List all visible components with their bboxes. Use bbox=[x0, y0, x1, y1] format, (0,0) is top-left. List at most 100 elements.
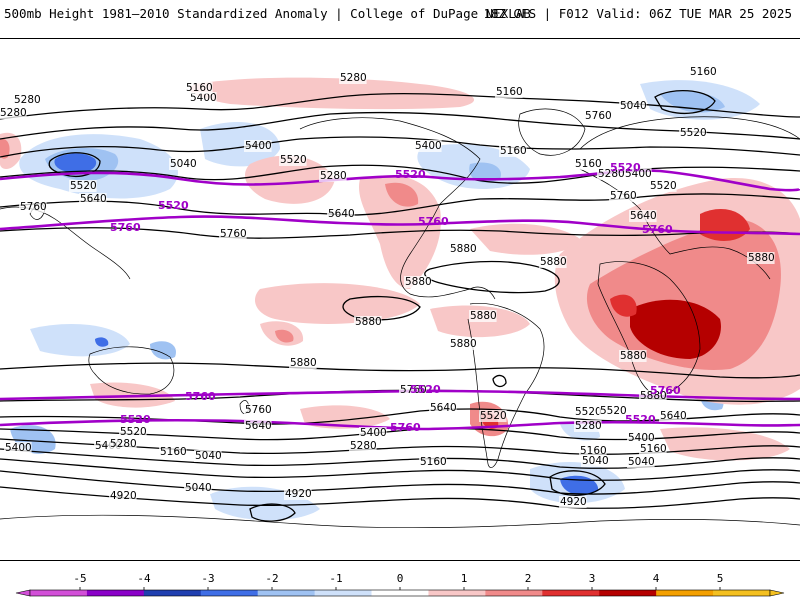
purple-contour-label: 5760 bbox=[390, 421, 421, 434]
contour-label-background bbox=[469, 310, 497, 322]
colorbar-tick-label: 1 bbox=[461, 572, 468, 585]
purple-contour-label: 5520 bbox=[625, 413, 656, 426]
contour-5880-tropics-a bbox=[424, 260, 560, 294]
contour-label: 4920 bbox=[110, 490, 137, 502]
contour-label-background bbox=[574, 406, 602, 418]
contour-label: 5880 bbox=[290, 357, 317, 369]
colorbar-segment bbox=[143, 590, 202, 596]
contour-label-background bbox=[449, 338, 477, 350]
contour-closed-low-pacific bbox=[48, 152, 101, 177]
colorbar-segment bbox=[30, 590, 88, 596]
contour-label-background bbox=[479, 410, 507, 422]
contour-label: 5400 bbox=[628, 432, 655, 444]
contour-label-background bbox=[599, 405, 627, 417]
header: 500mb Height 1981–2010 Standardized Anom… bbox=[0, 0, 800, 28]
colorbar-segment bbox=[200, 590, 259, 596]
contour-label-background bbox=[284, 488, 312, 500]
pos-anomaly-arabia-core bbox=[610, 294, 637, 317]
colorbar-segment bbox=[371, 590, 429, 596]
pos-anomaly-central-pacific bbox=[255, 283, 420, 324]
purple-5520-north bbox=[0, 169, 800, 192]
contour-label: 5640 bbox=[80, 193, 107, 205]
contour-5400-north bbox=[0, 136, 800, 158]
contour-label: 5640 bbox=[660, 410, 687, 422]
contour-label-background bbox=[495, 86, 523, 98]
pos-anomaly-atlantic bbox=[470, 223, 580, 255]
coastline-asia-east bbox=[0, 206, 131, 280]
map-title: 500mb Height 1981–2010 Standardized Anom… bbox=[4, 6, 531, 21]
contour-label-background bbox=[629, 210, 657, 222]
contour-label: 4920 bbox=[285, 488, 312, 500]
contour-4920-south bbox=[0, 486, 800, 509]
contour-label: 5160 bbox=[690, 66, 717, 78]
contour-label-background bbox=[539, 256, 567, 268]
colorbar-tick-label: 0 bbox=[397, 572, 404, 585]
contour-label: 5520 bbox=[600, 405, 627, 417]
contour-label: 5280 bbox=[575, 420, 602, 432]
contour-label: 5160 bbox=[640, 443, 667, 455]
contour-label: 5280 bbox=[350, 440, 377, 452]
contour-label: 5640 bbox=[245, 420, 272, 432]
contour-label: 5280 bbox=[598, 168, 625, 180]
contour-label-background bbox=[581, 455, 609, 467]
contour-label: 4920 bbox=[560, 496, 587, 508]
contour-label-background bbox=[404, 276, 432, 288]
contour-label-background bbox=[244, 140, 272, 152]
colorbar-tick-label: 3 bbox=[589, 572, 596, 585]
colorbar-segment bbox=[713, 590, 771, 596]
neg-anomaly-north-pacific-deep bbox=[54, 153, 97, 174]
contour-closed-low-south-america bbox=[492, 374, 507, 388]
contour-label: 5520 bbox=[480, 410, 507, 422]
contour-5160-south bbox=[0, 458, 800, 481]
contour-label-background bbox=[679, 127, 707, 139]
contour-label: 5280 bbox=[110, 438, 137, 450]
contour-label: 5640 bbox=[328, 208, 355, 220]
contour-label-background bbox=[619, 350, 647, 362]
colorbar-segment bbox=[485, 590, 543, 596]
contour-label-background bbox=[279, 154, 307, 166]
contour-label-background bbox=[327, 208, 355, 220]
pos-anomaly-arctic bbox=[189, 77, 475, 110]
purple-contour-label: 5760 bbox=[642, 223, 673, 236]
contour-label: 5400 bbox=[5, 442, 32, 454]
coastline-south-america bbox=[467, 303, 545, 468]
purple-contour-label: 5760 bbox=[185, 390, 216, 403]
coastline-australia bbox=[88, 346, 175, 395]
contour-label-background bbox=[627, 456, 655, 468]
neg-anomaly-indian-core bbox=[95, 337, 109, 347]
anomaly-map[interactable]: 5160 5280 5400 5160 5040 5280 5520 5400 5280 5520… bbox=[0, 38, 800, 561]
contour-label: 5760 bbox=[20, 201, 47, 213]
contour-label-background bbox=[659, 410, 687, 422]
contour-label: 5520 bbox=[680, 127, 707, 139]
emphasis-contours bbox=[0, 169, 800, 431]
contour-5040-south bbox=[0, 470, 800, 495]
coastline-antarctica bbox=[0, 514, 800, 529]
colorbar-segment bbox=[314, 590, 373, 596]
contour-5880-tropics-b bbox=[342, 295, 421, 321]
contour-label: 5880 bbox=[450, 243, 477, 255]
contour-label: 5880 bbox=[405, 276, 432, 288]
pos-anomaly-africa-core bbox=[630, 299, 721, 359]
contour-label-background bbox=[159, 446, 187, 458]
contour-label-background bbox=[244, 404, 272, 416]
contour-label: 5520 bbox=[120, 426, 147, 438]
purple-contour-label: 5520 bbox=[120, 413, 151, 426]
contour-label-background bbox=[79, 193, 107, 205]
contour-label-background bbox=[597, 168, 625, 180]
contour-label: 5520 bbox=[575, 406, 602, 418]
contour-label: 5160 bbox=[186, 82, 213, 94]
contour-label: 5400 bbox=[415, 140, 442, 152]
contour-label-background bbox=[747, 252, 775, 264]
contour-label-background bbox=[689, 66, 717, 78]
purple-contour-label: 5760 bbox=[418, 215, 449, 228]
contour-label: 5760 bbox=[585, 110, 612, 122]
colorbar-tick-label: -2 bbox=[265, 572, 278, 585]
pos-anomaly-west-pacific-core bbox=[0, 138, 10, 159]
contour-label: 5160 bbox=[420, 456, 447, 468]
contour-label-background bbox=[359, 427, 387, 439]
contour-label-background bbox=[609, 190, 637, 202]
contour-5880-south bbox=[0, 362, 800, 379]
coastline-north-america bbox=[299, 117, 496, 300]
contour-label: 5040 bbox=[582, 455, 609, 467]
